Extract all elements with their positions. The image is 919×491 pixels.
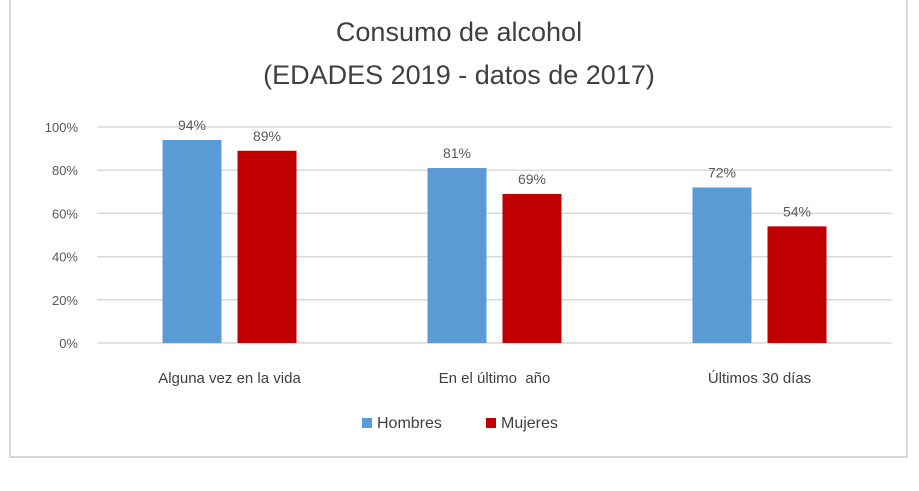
bar-mujeres (237, 150, 297, 343)
x-category-label: Alguna vez en la vida (158, 370, 301, 387)
y-tick-label: 0% (59, 336, 78, 351)
bar-mujeres (502, 193, 562, 343)
data-label: 54% (783, 203, 811, 219)
legend-swatch (486, 418, 496, 428)
data-label: 81% (443, 145, 471, 161)
y-tick-label: 80% (52, 163, 78, 178)
legend-label: Mujeres (501, 415, 558, 432)
y-tick-label: 20% (52, 293, 78, 308)
data-label: 94% (178, 117, 206, 133)
chart-title-line-2: (EDADES 2019 - datos de 2017) (263, 60, 655, 90)
legend-item-mujeres: Mujeres (486, 415, 558, 432)
data-label: 72% (708, 164, 736, 180)
data-label: 69% (518, 171, 546, 187)
bar-hombres (427, 168, 487, 343)
legend-label: Hombres (377, 415, 442, 432)
y-tick-label: 100% (45, 120, 79, 135)
data-label: 89% (253, 128, 281, 144)
x-category-label: En el último año (439, 370, 551, 387)
bar-mujeres (767, 226, 827, 343)
chart-title-line-1: Consumo de alcohol (336, 17, 582, 47)
bar-hombres (162, 139, 222, 343)
legend-item-hombres: Hombres (362, 415, 442, 432)
y-tick-label: 40% (52, 250, 78, 265)
legend-swatch (362, 418, 372, 428)
x-category-label: Últimos 30 días (708, 370, 811, 387)
bar-hombres (692, 187, 752, 343)
y-tick-label: 60% (52, 206, 78, 221)
